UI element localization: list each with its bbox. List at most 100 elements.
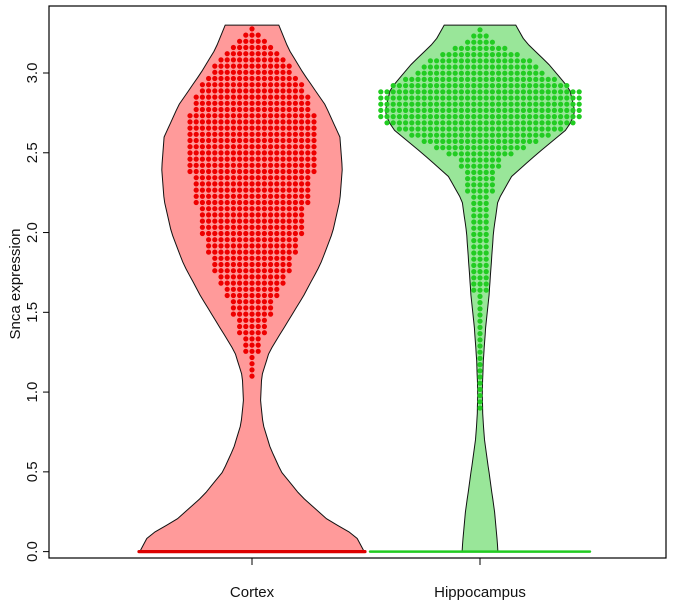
data-point: [533, 132, 539, 138]
data-point: [224, 274, 230, 280]
data-point: [471, 169, 477, 175]
data-point: [243, 305, 249, 311]
data-point: [446, 151, 452, 157]
data-point: [409, 89, 415, 95]
data-point: [514, 52, 520, 58]
data-point: [193, 187, 199, 193]
data-point: [539, 132, 545, 138]
x-tick-label-cortex: Cortex: [230, 584, 275, 601]
data-point: [427, 114, 433, 120]
data-point: [427, 70, 433, 76]
data-point: [206, 168, 212, 175]
data-point: [230, 187, 236, 193]
data-point: [224, 230, 230, 237]
data-point: [514, 101, 520, 107]
data-point: [255, 292, 261, 299]
data-point: [249, 113, 255, 119]
data-point: [452, 132, 458, 138]
data-point: [199, 187, 205, 193]
data-point: [243, 63, 249, 69]
data-point: [409, 126, 415, 132]
data-point: [539, 83, 545, 89]
data-point: [249, 330, 255, 336]
data-point: [249, 75, 255, 82]
data-point: [299, 94, 305, 100]
data-point: [299, 206, 305, 212]
data-point: [471, 287, 477, 293]
data-point: [249, 212, 255, 218]
data-point: [249, 137, 255, 144]
data-point: [230, 224, 236, 230]
data-point: [508, 101, 514, 107]
data-point: [237, 69, 243, 75]
data-point: [390, 114, 396, 120]
data-point: [496, 95, 502, 101]
data-point: [489, 76, 495, 82]
data-point: [237, 286, 243, 292]
data-point: [237, 224, 243, 230]
data-point: [421, 83, 427, 89]
data-point: [533, 89, 539, 95]
data-point: [452, 101, 458, 107]
data-point: [274, 280, 280, 286]
data-point: [230, 292, 236, 299]
data-point: [218, 82, 224, 88]
data-point: [502, 70, 508, 76]
data-point: [551, 89, 558, 95]
data-point: [403, 89, 409, 95]
data-point: [292, 206, 298, 212]
data-point: [292, 162, 298, 168]
data-point: [255, 94, 261, 100]
data-point: [434, 126, 440, 132]
data-point: [237, 243, 243, 249]
data-point: [458, 126, 464, 132]
data-point: [261, 88, 267, 94]
data-point: [446, 52, 452, 58]
data-point: [230, 249, 236, 255]
data-point: [243, 69, 249, 75]
data-point: [274, 206, 280, 212]
data-point: [243, 348, 249, 354]
data-point: [199, 193, 205, 199]
data-point: [249, 354, 255, 361]
data-point: [199, 100, 205, 106]
data-point: [305, 181, 311, 187]
data-point: [249, 261, 255, 268]
data-point: [218, 162, 224, 168]
data-point: [527, 120, 533, 126]
data-point: [261, 150, 267, 156]
data-point: [249, 206, 255, 212]
data-point: [471, 58, 477, 64]
data-point: [496, 107, 502, 113]
data-point: [508, 76, 514, 82]
data-point: [489, 120, 495, 126]
data-point: [545, 83, 551, 89]
data-point: [230, 206, 236, 212]
data-point: [483, 64, 489, 70]
data-point: [311, 156, 317, 162]
data-point: [514, 120, 520, 126]
data-point: [477, 244, 483, 250]
data-point: [268, 311, 274, 317]
data-point: [502, 138, 508, 144]
data-point: [261, 237, 267, 243]
data-point: [206, 88, 212, 94]
data-point: [249, 218, 255, 224]
data-point: [280, 131, 286, 137]
data-point: [193, 168, 199, 175]
data-point: [274, 125, 280, 131]
data-point: [427, 132, 433, 138]
data-point: [477, 331, 483, 337]
data-point: [224, 94, 230, 100]
data-point: [421, 70, 427, 76]
data-point: [280, 82, 286, 88]
y-tick-label: 0.0: [24, 541, 41, 562]
data-point: [249, 125, 255, 131]
data-point: [483, 256, 489, 262]
data-point: [274, 187, 280, 193]
data-point: [237, 193, 243, 199]
data-point: [286, 218, 292, 224]
data-point: [268, 44, 274, 51]
data-point: [440, 58, 446, 64]
data-point: [477, 76, 483, 82]
